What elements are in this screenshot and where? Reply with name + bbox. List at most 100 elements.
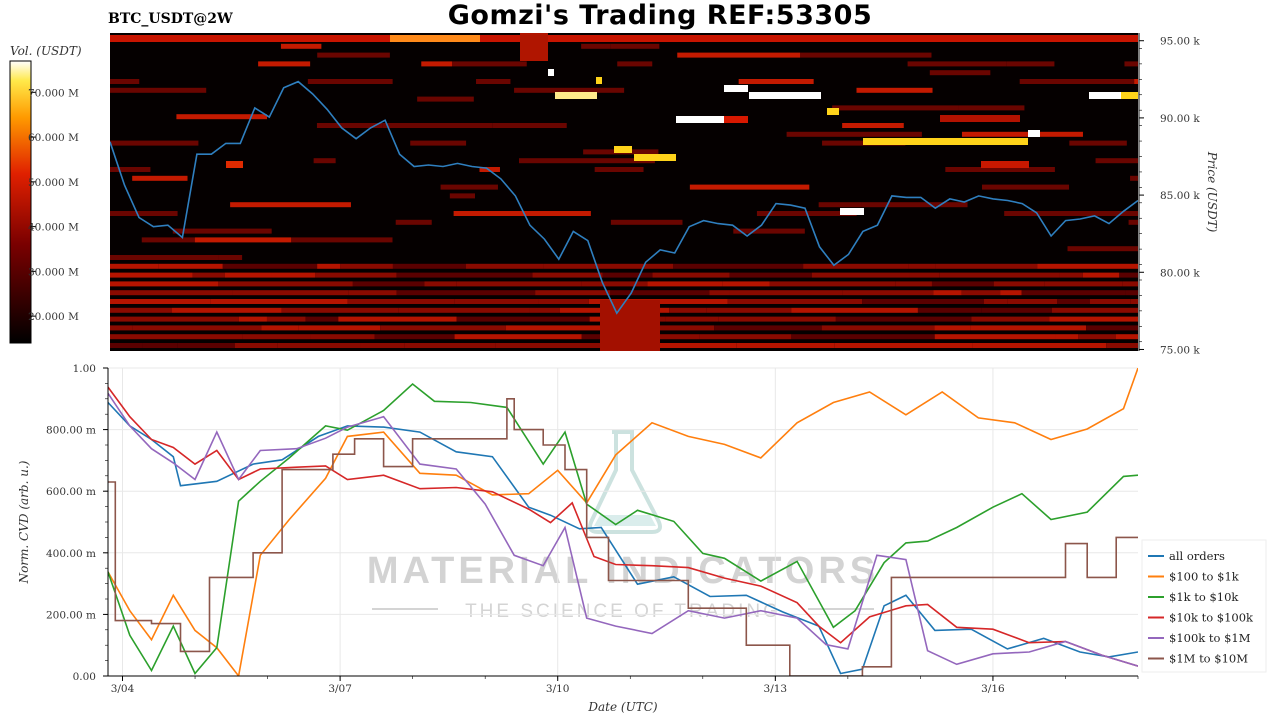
heatmap-wall [676, 116, 724, 123]
heatmap-cell [1038, 211, 1138, 216]
heatmap-cell [258, 61, 311, 67]
symbol-label: BTC_USDT@2W [108, 11, 233, 27]
heatmap-cell [1021, 290, 1126, 296]
heatmap-cell [818, 202, 862, 208]
heatmap-cell [456, 316, 590, 322]
heatmap-cell [1055, 334, 1079, 340]
heatmap-cell [492, 123, 567, 128]
heatmap-cell [172, 228, 272, 234]
heatmap-cell [110, 281, 219, 287]
cvd-y-tick-label: 1.00 [73, 363, 96, 375]
heatmap-cell [1059, 272, 1083, 278]
heatmap-wall [863, 138, 1028, 145]
heatmap-cell [729, 272, 812, 278]
colorbar-tick-label: 70.000 M [28, 87, 79, 99]
heatmap-cell [110, 299, 211, 304]
heatmap-cell [729, 290, 843, 296]
heatmap-cell [677, 52, 801, 58]
heatmap-cell [280, 43, 322, 49]
heatmap-wall [596, 77, 602, 84]
heatmap-cell [514, 87, 625, 93]
heatmap-cell [232, 290, 349, 296]
cvd-series-line [108, 368, 1138, 676]
heatmap-cell [970, 325, 1087, 331]
heatmap-cell [505, 325, 602, 331]
heatmap-cell [971, 316, 1050, 322]
heatmap-cell [1004, 211, 1039, 216]
heatmap-cell [736, 343, 835, 348]
heatmap-wall [1089, 92, 1121, 99]
heatmap-cell [961, 290, 1001, 296]
heatmap-cell [224, 272, 272, 278]
heatmap-wall [724, 116, 748, 123]
heatmap-cell [934, 334, 1056, 340]
cvd-series-line [108, 401, 1138, 675]
heatmap-cell [110, 211, 178, 216]
heatmap-cell [617, 61, 653, 67]
heatmap-cell [110, 140, 199, 146]
heatmap-cell [907, 61, 1007, 67]
heatmap-cell [791, 307, 918, 313]
heatmap-cell [158, 263, 223, 269]
heatmap-cell [456, 281, 582, 287]
heatmap-wall [749, 92, 821, 99]
heatmap-cell [945, 167, 1055, 172]
heatmap-cell [811, 272, 910, 278]
heatmap-cell [1006, 61, 1055, 67]
heatmap-cell [313, 158, 336, 164]
heatmap-cell [738, 79, 814, 84]
heatmap-cell [733, 228, 805, 234]
price-tick-label: 80.00 k [1160, 267, 1200, 279]
cvd-series-line [108, 392, 1138, 667]
heatmap-cell [1049, 316, 1138, 322]
heatmap-cell [689, 184, 810, 190]
heatmap-cell [984, 299, 1008, 304]
price-line [110, 80, 1138, 315]
heatmap-cell [261, 325, 299, 331]
heatmap-cell [392, 263, 466, 269]
heatmap-cell [177, 343, 235, 348]
heatmap-cell [242, 334, 311, 340]
heatmap-wall [555, 92, 597, 99]
heatmap-wall [634, 154, 676, 161]
heatmap-cell [602, 272, 653, 278]
heatmap-cell [449, 193, 476, 199]
heatmap-cell [652, 272, 730, 278]
heatmap-cell [1130, 299, 1138, 304]
heatmap-cell [465, 263, 544, 269]
heatmap-cell [277, 343, 361, 348]
heatmap-cell [222, 263, 318, 269]
heatmap-cell [934, 325, 971, 331]
heatmap-cell [929, 70, 991, 76]
heatmap-cell [440, 184, 498, 190]
heatmap-cell [110, 290, 233, 296]
heatmap-cell [110, 343, 143, 348]
heatmap-cell [194, 237, 292, 243]
heatmap-cell [722, 281, 770, 287]
heatmap-cell [908, 263, 936, 269]
heatmap-cell [298, 325, 381, 331]
price-tick-label: 90.00 k [1160, 113, 1200, 125]
heatmap-wall [981, 161, 1029, 168]
heatmap-cell [410, 140, 467, 146]
cvd-x-tick-label: 3/16 [981, 683, 1005, 695]
heatmap-cell [535, 290, 611, 296]
cvd-series-line [108, 382, 1138, 675]
heatmap-cell [110, 325, 133, 331]
colorbar-label: Vol. (USDT) [10, 44, 82, 58]
heatmap-cell [821, 325, 935, 331]
heatmap-cell [396, 272, 533, 278]
heatmap-cell [832, 105, 959, 111]
heatmap-cell [218, 255, 243, 260]
heatmap-cell [600, 300, 660, 351]
heatmap-cell [543, 263, 596, 269]
heatmap-cell [1007, 299, 1058, 304]
heatmap-cell [972, 343, 1107, 348]
heatmap-cell [1115, 334, 1138, 340]
heatmap-cell [803, 263, 909, 269]
heatmap-cell [291, 237, 393, 243]
heatmap-cell [673, 263, 804, 269]
heatmap-cell [421, 61, 452, 67]
colorbar-tick-label: 50.000 M [28, 177, 79, 189]
heatmap-base [110, 33, 1138, 351]
